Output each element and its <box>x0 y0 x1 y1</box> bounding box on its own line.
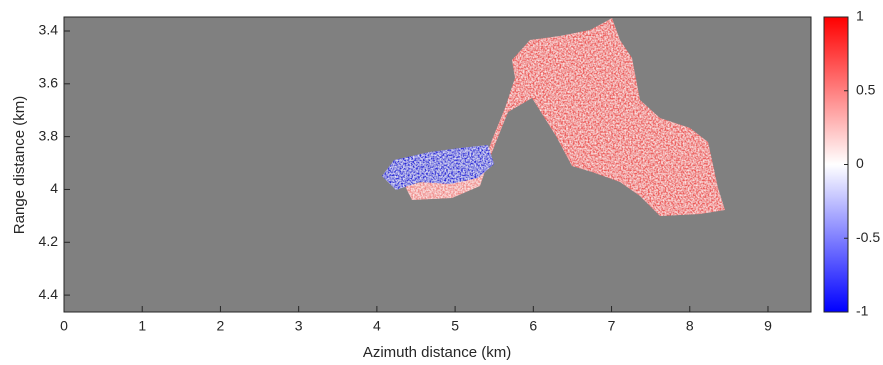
y-tick-label: 4.2 <box>39 233 59 249</box>
x-tick-label: 1 <box>138 318 146 334</box>
x-tick-label: 9 <box>764 318 772 334</box>
plot-frame <box>63 16 812 313</box>
heatmap-region-negative <box>382 145 494 190</box>
x-tick-label: 6 <box>529 318 537 334</box>
y-tick-label: 4 <box>50 180 58 196</box>
colorbar-tick-label: 0.5 <box>856 81 876 97</box>
heatmap-region-mixed <box>405 168 486 200</box>
colorbar-tick-label: -0.5 <box>856 229 880 245</box>
colorbar-tick-label: -1 <box>856 303 869 319</box>
x-tick-label: 4 <box>373 318 381 334</box>
x-tick-label: 3 <box>295 318 303 334</box>
x-tick-label: 5 <box>451 318 459 334</box>
x-tick-label: 2 <box>217 318 225 334</box>
heatmap-image <box>382 18 725 216</box>
y-tick-label: 4.4 <box>39 286 59 302</box>
x-tick-label: 8 <box>686 318 694 334</box>
heatmap-region-positive <box>482 18 725 216</box>
x-tick-label: 7 <box>608 318 616 334</box>
x-tick-label: 0 <box>60 318 68 334</box>
y-tick-label: 3.6 <box>39 75 59 91</box>
colorbar-tick-label: 0 <box>856 155 864 171</box>
x-axis-label: Azimuth distance (km) <box>363 344 511 361</box>
y-tick-label: 3.4 <box>39 22 59 38</box>
colorbar-tick-label: 1 <box>856 8 864 24</box>
y-axis-label: Range distance (km) <box>11 96 28 234</box>
y-tick-label: 3.8 <box>39 127 59 143</box>
